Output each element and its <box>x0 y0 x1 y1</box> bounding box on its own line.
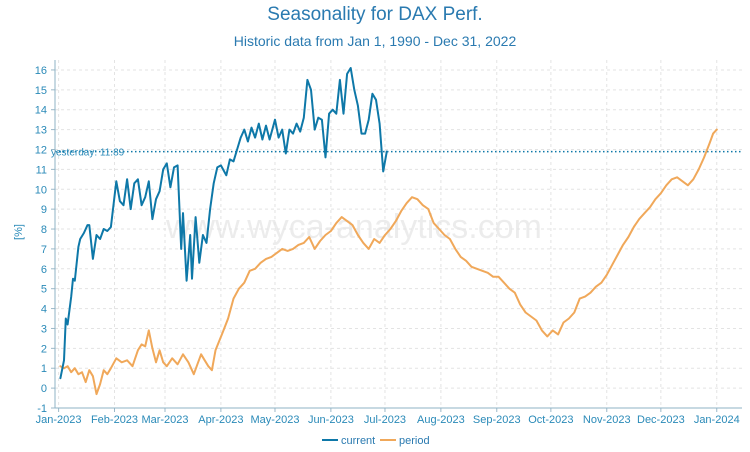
y-tick-label: 1 <box>41 363 47 375</box>
y-tick-label: -1 <box>37 403 47 415</box>
x-tick-label: Oct-2023 <box>528 414 573 426</box>
series-line-current <box>59 67 388 380</box>
grid-layer <box>55 60 742 409</box>
x-tick-label: Sep-2023 <box>473 414 521 426</box>
x-tick-label: Jan-2024 <box>694 414 740 426</box>
legend: current period <box>322 435 430 447</box>
y-tick-label: 16 <box>35 65 47 77</box>
x-tick-label: Apr-2023 <box>198 414 243 426</box>
y-tick-label: 2 <box>41 343 47 355</box>
x-tick-label: Jun-2023 <box>308 414 354 426</box>
y-tick-label: 14 <box>35 105 47 117</box>
chart-title: Seasonality for DAX Perf. <box>267 4 482 25</box>
y-tick-label: 11 <box>36 164 47 176</box>
legend-item-period[interactable]: period <box>380 435 430 447</box>
y-tick-label: 6 <box>41 264 47 276</box>
y-tick-label: 3 <box>41 323 47 335</box>
x-tick-label: Dec-2023 <box>637 414 685 426</box>
y-tick-label: 5 <box>41 284 47 296</box>
y-tick-label: 9 <box>41 204 47 216</box>
y-tick-label: 4 <box>41 304 47 316</box>
x-tick-label: Aug-2023 <box>417 414 465 426</box>
x-tick-label: Feb-2023 <box>91 414 138 426</box>
y-tick-label: 15 <box>35 85 47 97</box>
x-tick-label: Jan-2023 <box>36 414 82 426</box>
reference-line-label: yesterday: 11.89 <box>51 148 125 159</box>
y-tick-label: 7 <box>41 244 47 256</box>
y-axis-label: [%] <box>13 224 25 240</box>
y-tick-label: 12 <box>35 144 47 156</box>
legend-label-current: current <box>341 435 375 447</box>
x-tick-label: May-2023 <box>251 414 300 426</box>
series-line-period <box>59 128 718 396</box>
x-tick-label: Nov-2023 <box>583 414 631 426</box>
chart-subtitle: Historic data from Jan 1, 1990 - Dec 31,… <box>234 33 517 49</box>
series-layer <box>59 67 718 396</box>
y-tick-label: 0 <box>41 383 47 395</box>
legend-label-period: period <box>399 435 430 447</box>
y-tick-label: 13 <box>35 125 47 137</box>
legend-item-current[interactable]: current <box>322 435 375 447</box>
reference-line-group: yesterday: 11.89 <box>51 148 742 159</box>
x-tick-label: Jul-2023 <box>364 414 406 426</box>
x-tick-label: Mar-2023 <box>141 414 188 426</box>
y-tick-label: 8 <box>41 224 47 236</box>
y-tick-label: 10 <box>35 184 47 196</box>
